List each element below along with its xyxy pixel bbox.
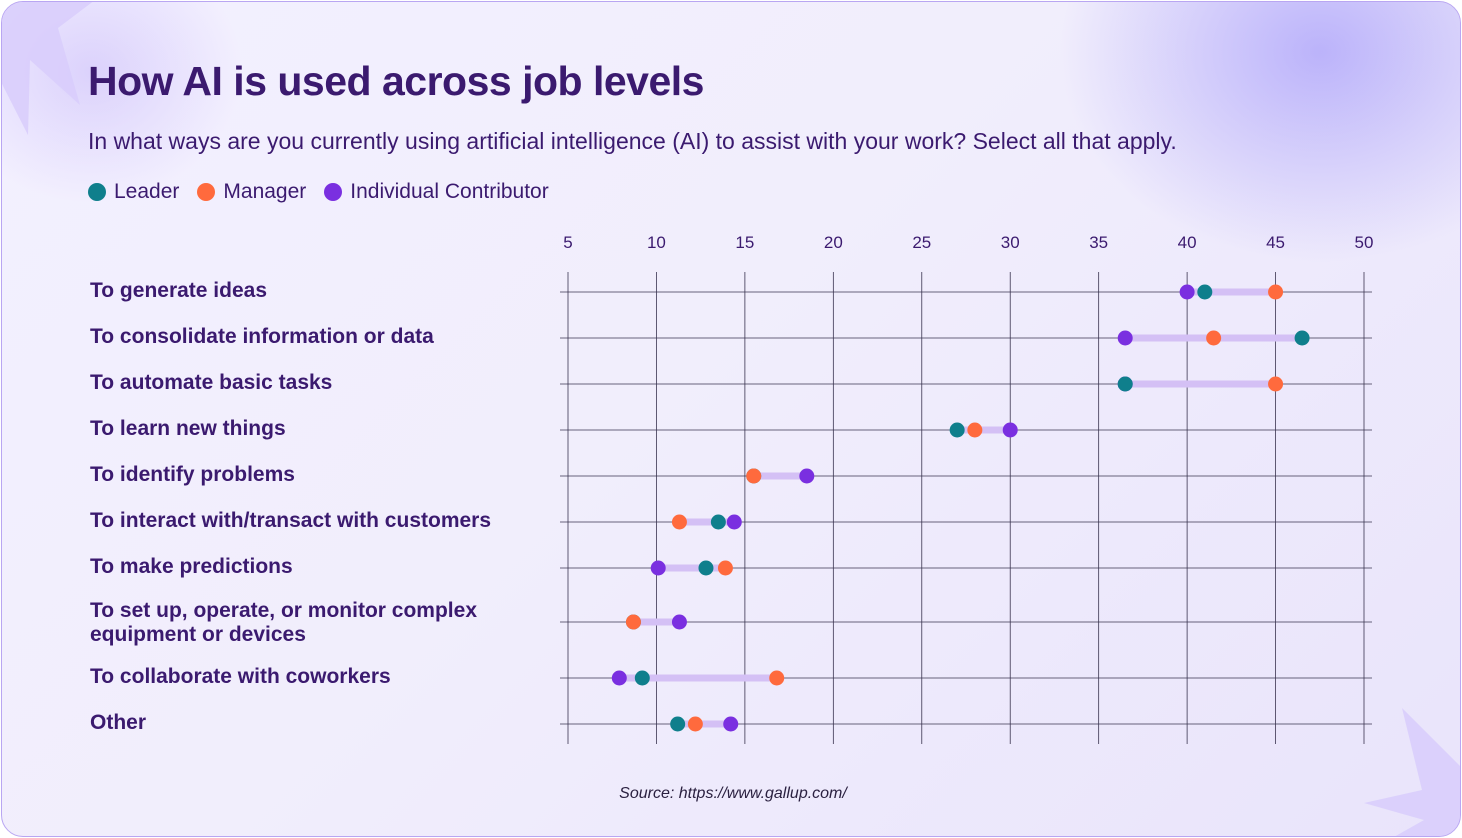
data-point-individual-contributor	[723, 716, 739, 732]
sparkle-decoration-icon	[2, 2, 93, 135]
category-label: To collaborate with coworkers	[90, 665, 391, 688]
data-point-manager	[717, 560, 733, 576]
data-point-individual-contributor	[671, 614, 687, 630]
data-point-leader	[1197, 284, 1213, 300]
data-point-manager	[769, 670, 785, 686]
data-point-leader	[1294, 330, 1310, 346]
category-label: Other	[90, 711, 146, 734]
source-note: Source: https://www.gallup.com/	[619, 785, 847, 802]
x-tick-label: 35	[1089, 233, 1108, 252]
data-point-manager	[746, 468, 762, 484]
data-point-manager	[1268, 284, 1284, 300]
chart-title: How AI is used across job levels	[88, 58, 704, 104]
x-tick-label: 40	[1178, 233, 1197, 252]
chart-subtitle: In what ways are you currently using art…	[88, 128, 1177, 154]
legend-dot-individual-contributor	[324, 183, 343, 201]
data-point-individual-contributor	[1179, 284, 1195, 300]
category-label: To automate basic tasks	[90, 371, 332, 394]
data-point-individual-contributor	[1002, 422, 1018, 438]
data-point-individual-contributor	[1117, 330, 1133, 346]
data-point-individual-contributor	[799, 468, 815, 484]
data-point-manager	[1268, 376, 1284, 392]
data-point-leader	[698, 560, 714, 576]
data-point-manager	[1206, 330, 1222, 346]
data-point-manager	[625, 614, 641, 630]
legend-item-leader: Leader	[88, 180, 179, 204]
data-point-leader	[670, 716, 686, 732]
category-label: To generate ideas	[90, 279, 267, 302]
legend-item-manager: Manager	[197, 180, 306, 204]
legend-dot-leader	[88, 183, 106, 201]
category-label: To consolidate information or data	[90, 325, 434, 348]
data-point-manager	[671, 514, 687, 530]
legend: Leader Manager Individual Contributor	[88, 180, 567, 204]
x-tick-label: 25	[912, 233, 931, 252]
x-tick-label: 30	[1001, 233, 1020, 252]
category-label: To learn new things	[90, 417, 286, 440]
sparkle-decoration-icon	[1364, 708, 1460, 836]
legend-dot-manager	[197, 183, 216, 201]
data-point-leader	[710, 514, 726, 530]
data-point-leader	[634, 670, 650, 686]
category-label: To identify problems	[90, 463, 295, 486]
data-point-individual-contributor	[611, 670, 627, 686]
data-point-individual-contributor	[726, 514, 742, 530]
data-point-leader	[1117, 376, 1133, 392]
category-label: To interact with/transact with customers	[90, 509, 491, 532]
x-tick-label: 15	[735, 233, 754, 252]
legend-label-leader: Leader	[114, 180, 180, 203]
x-tick-label: 20	[824, 233, 843, 252]
x-tick-label: 50	[1355, 233, 1374, 252]
x-tick-label: 5	[563, 233, 572, 252]
data-point-manager	[967, 422, 983, 438]
category-label: To make predictions	[90, 555, 293, 578]
legend-label-manager: Manager	[223, 180, 307, 203]
x-tick-label: 45	[1266, 233, 1285, 252]
data-point-manager	[687, 716, 703, 732]
data-point-leader	[949, 422, 965, 438]
x-tick-label: 10	[647, 233, 666, 252]
legend-item-individual-contributor: Individual Contributor	[324, 180, 549, 204]
legend-label-individual-contributor: Individual Contributor	[350, 180, 549, 203]
data-point-individual-contributor	[650, 560, 666, 576]
category-label: To set up, operate, or monitor complex eq…	[90, 599, 477, 646]
background-glow	[1060, 2, 1460, 262]
